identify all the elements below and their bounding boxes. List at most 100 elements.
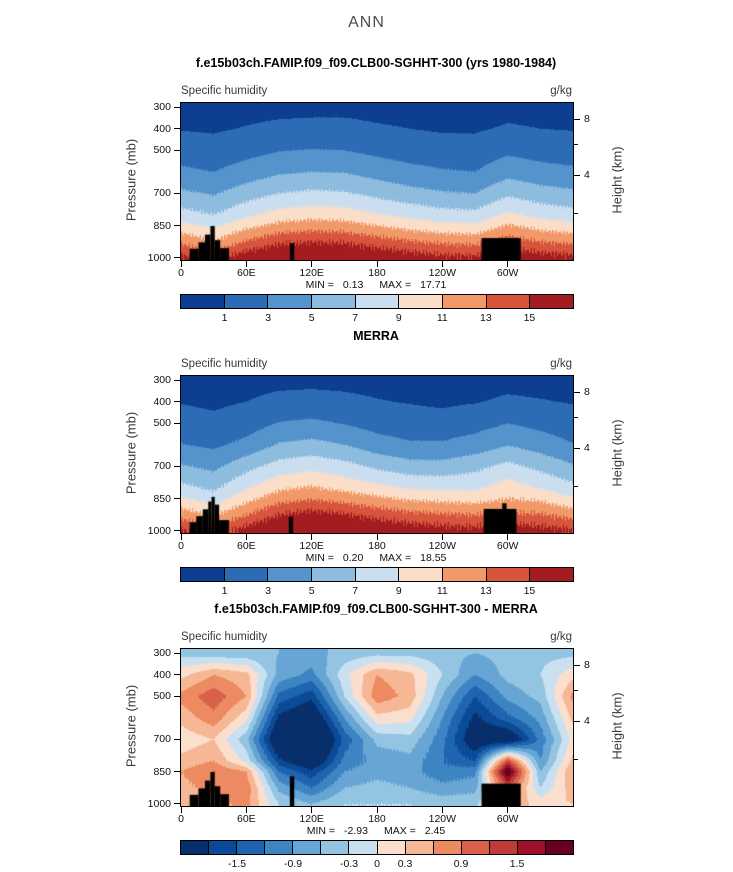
longitude-tick-label: 120W [428, 267, 457, 279]
pressure-tick [174, 379, 180, 381]
pressure-tick-label: 700 [153, 733, 171, 746]
colorbar-segment [267, 568, 312, 581]
colorbar-label: 0.9 [453, 858, 469, 870]
colorbar-label: 3 [265, 312, 272, 324]
height-tick [574, 174, 580, 176]
max-label: MAX = [379, 279, 412, 291]
pressure-tick [174, 465, 180, 467]
longitude-tick [441, 534, 443, 540]
min-max-stats: MIN = 0.20 MAX = 18.55 [180, 552, 572, 564]
colorbar-label: 1.5 [509, 858, 525, 870]
longitude-tick [180, 807, 182, 813]
pressure-tick-label: 850 [153, 219, 171, 232]
units-label: g/kg [550, 85, 572, 97]
pressure-tick [174, 738, 180, 740]
colorbar: 1 3 5 7 9 11 13 15 [180, 567, 574, 597]
max-value: 18.55 [420, 552, 447, 564]
colorbar-label: 15 [523, 312, 536, 324]
height-tick [574, 664, 580, 666]
longitude-tick [507, 534, 509, 540]
pressure-tick [174, 695, 180, 697]
colorbar-label: 0 [374, 858, 380, 870]
height-minor-tick [574, 486, 578, 488]
longitude-tick [376, 534, 378, 540]
colorbar-segment [311, 295, 355, 308]
longitude-tick-label: 60E [236, 540, 256, 552]
height-minor-tick [574, 213, 578, 215]
contour-canvas [181, 649, 573, 806]
contour-canvas [181, 376, 573, 533]
longitude-tick-label: 0 [178, 540, 184, 552]
pressure-tick-label: 1000 [147, 524, 171, 537]
colorbar-segment [354, 568, 399, 581]
height-tick [574, 447, 580, 449]
max-value: 2.45 [424, 825, 446, 837]
colorbar-segment [398, 568, 443, 581]
height-axis-label: Height (km) [609, 692, 625, 760]
panel-title: f.e15b03ch.FAMIP.f09_f09.CLB00-SGHHT-300… [195, 56, 557, 70]
colorbar-segment [264, 841, 293, 854]
longitude-tick-label: 120E [299, 540, 324, 552]
pressure-tick-label: 500 [153, 417, 171, 430]
pressure-tick [174, 401, 180, 403]
colorbar-label: 5 [308, 585, 315, 597]
colorbar-label: 11 [436, 312, 448, 324]
pressure-tick-label: 300 [153, 101, 171, 114]
longitude-tick-label: 60W [496, 267, 519, 279]
colorbar-segment [181, 295, 224, 308]
colorbar-segment [181, 841, 209, 854]
pressure-tick [174, 128, 180, 130]
pressure-tick-label: 300 [153, 374, 171, 387]
colorbar-segment [223, 295, 268, 308]
pressure-tick [174, 498, 180, 500]
colorbar-segment [442, 295, 486, 308]
min-value: -2.93 [344, 825, 368, 837]
pressure-axis-label: Pressure (mb) [123, 684, 139, 768]
contour-canvas [181, 103, 573, 260]
min-label: MIN = [306, 825, 336, 837]
colorbar-label: 11 [436, 585, 448, 597]
colorbar-label: 7 [352, 585, 359, 597]
height-tick-label: 8 [584, 113, 590, 126]
height-axis-label: Height (km) [609, 146, 625, 214]
pressure-tick-label: 700 [153, 187, 171, 200]
pressure-tick [174, 803, 180, 805]
colorbar-label: 0.3 [397, 858, 413, 870]
colorbar-segment [488, 841, 517, 854]
colorbar-label: 13 [480, 312, 492, 324]
colorbar-segment [236, 841, 265, 854]
pressure-tick [174, 674, 180, 676]
pressure-tick-label: 400 [153, 395, 171, 408]
height-minor-tick [574, 759, 578, 761]
longitude-tick [507, 807, 509, 813]
colorbar-segment [460, 841, 489, 854]
longitude-tick-label: 120W [428, 540, 457, 552]
contour-plot: 300 400 500 700 850 1000 8 4 0 60E 120E 180 120W 60W [148, 647, 590, 825]
pressure-tick [174, 257, 180, 259]
colorbar-label: 1 [221, 585, 228, 597]
height-tick-label: 4 [584, 169, 590, 182]
colorbar-label: 15 [523, 585, 536, 597]
pressure-axis-label: Pressure (mb) [123, 411, 139, 495]
height-tick [574, 118, 580, 120]
colorbar-label: -0.9 [283, 858, 303, 870]
height-tick-label: 4 [584, 442, 590, 455]
pressure-tick-label: 400 [153, 122, 171, 135]
longitude-tick [311, 807, 313, 813]
height-minor-tick [574, 143, 578, 145]
field-label: Specific humidity [181, 85, 268, 97]
pressure-tick [174, 225, 180, 227]
colorbar-segment [320, 841, 349, 854]
colorbar-segment [348, 841, 377, 854]
colorbar-segment [208, 841, 237, 854]
longitude-tick-label: 60W [496, 540, 519, 552]
colorbar-segment [311, 568, 355, 581]
contour-plot: 300 400 500 700 850 1000 8 4 0 60E 120E 180 120W 60W [148, 101, 590, 279]
max-label: MAX = [379, 552, 412, 564]
pressure-tick [174, 149, 180, 151]
field-label: Specific humidity [181, 631, 268, 643]
min-value: 0.13 [342, 279, 364, 291]
colorbar-segment [442, 568, 486, 581]
longitude-tick-label: 120E [299, 267, 324, 279]
